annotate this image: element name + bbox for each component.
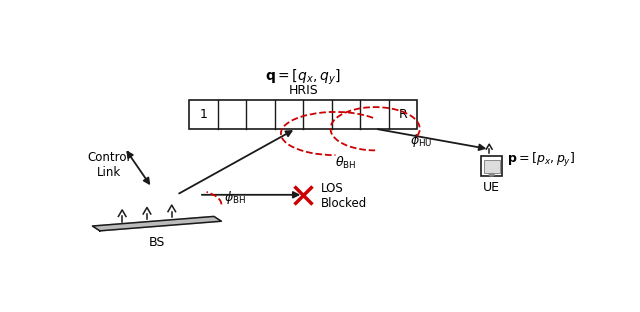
Polygon shape <box>92 217 221 231</box>
Text: HRIS: HRIS <box>289 85 318 97</box>
Text: $\mathbf{q} = [q_x, q_y]$: $\mathbf{q} = [q_x, q_y]$ <box>266 67 341 87</box>
Circle shape <box>489 173 494 176</box>
Text: $\theta_{\mathrm{BH}}$: $\theta_{\mathrm{BH}}$ <box>335 155 356 171</box>
Text: BS: BS <box>148 236 165 249</box>
Text: $\mathbf{p} = [p_x, p_y]$: $\mathbf{p} = [p_x, p_y]$ <box>507 151 575 169</box>
Bar <box>189 100 417 129</box>
Bar <box>481 156 502 176</box>
Text: R: R <box>399 108 408 121</box>
Text: $\phi_{\mathrm{HU}}$: $\phi_{\mathrm{HU}}$ <box>410 132 432 149</box>
Bar <box>484 160 500 173</box>
Text: LOS
Blocked: LOS Blocked <box>321 182 367 210</box>
Text: Control
Link: Control Link <box>87 151 130 179</box>
Text: UE: UE <box>483 181 500 194</box>
Text: $\phi_{\mathrm{BH}}$: $\phi_{\mathrm{BH}}$ <box>224 189 246 206</box>
Text: 1: 1 <box>200 108 207 121</box>
